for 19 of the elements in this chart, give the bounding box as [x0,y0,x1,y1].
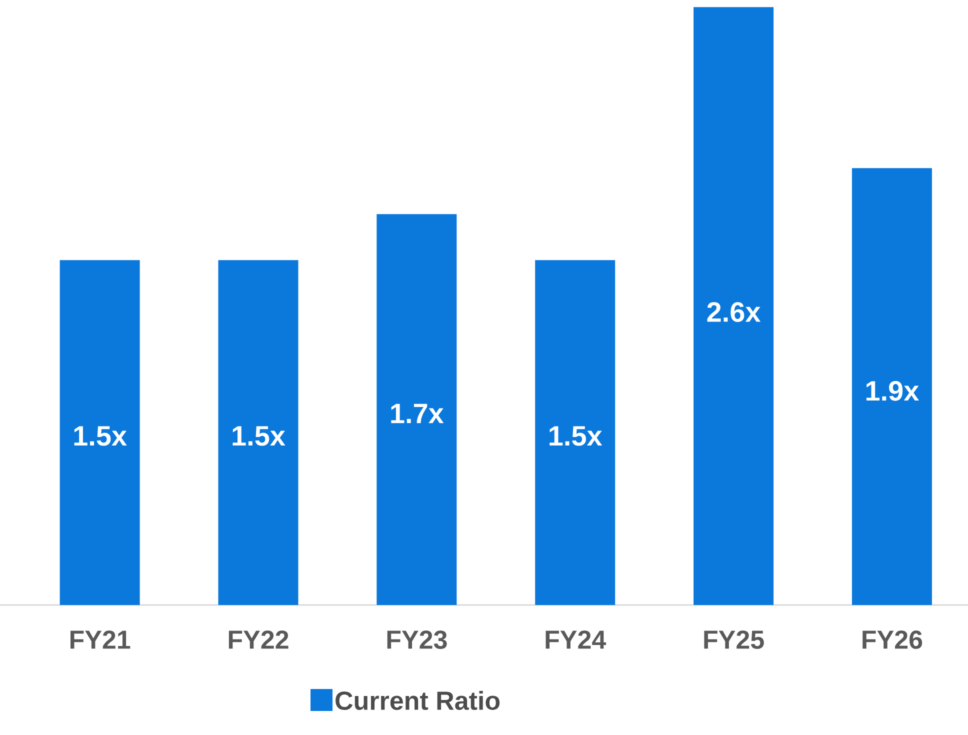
bar [535,260,616,605]
x-tick-label: FY26 [862,630,922,649]
bar [376,214,457,605]
data-label: 1.7x [391,404,444,424]
x-tick-label: FY23 [387,630,447,649]
x-tick-label: FY25 [704,630,764,649]
data-label: 1.9x [866,381,920,401]
x-tick-label: FY21 [70,630,130,649]
bar [218,260,298,605]
data-label: 2.6x [707,302,761,322]
data-label: 1.5x [74,426,127,446]
bar [60,260,140,605]
x-tick-label: FY22 [228,630,288,649]
bar [694,7,774,605]
data-label: 1.5x [232,426,286,446]
bar [852,168,932,605]
x-tick-label: FY24 [546,630,606,649]
legend-label: Current Ratio [336,690,500,710]
data-label: 1.5x [550,426,602,446]
